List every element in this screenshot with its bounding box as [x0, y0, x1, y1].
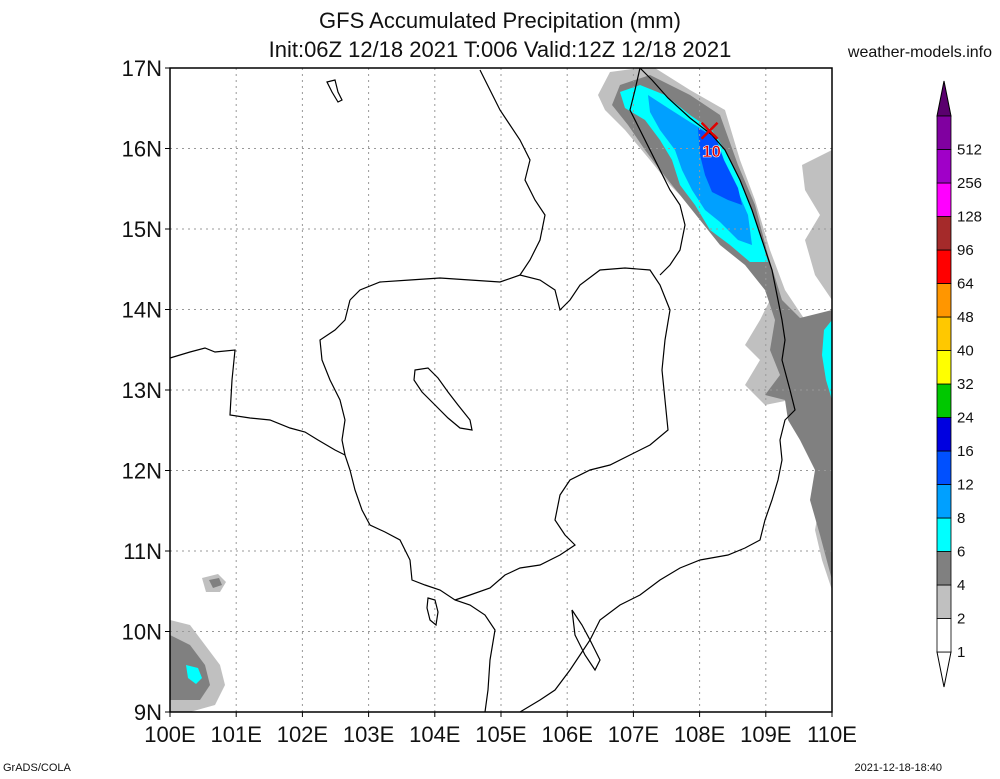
legend-swatch	[936, 484, 952, 519]
lat-lon-grid	[170, 68, 832, 712]
precip-shading	[170, 68, 832, 712]
legend-label: 12	[957, 477, 974, 494]
lon-tick-label: 108E	[674, 722, 725, 747]
lat-tick-label: 13N	[122, 378, 162, 403]
island-phu-quoc	[426, 597, 439, 627]
legend-swatch	[936, 316, 952, 351]
legend-swatch	[936, 618, 952, 653]
lon-tick-label: 107E	[608, 722, 659, 747]
legend-swatch	[936, 149, 952, 184]
lon-tick-label: 105E	[475, 722, 526, 747]
source-site: weather-models.info	[847, 44, 992, 61]
max-precip-marker: 10	[700, 121, 721, 161]
latitude-labels: 17N 16N 15N 14N 13N 12N 11N 10N 9N	[122, 56, 170, 725]
legend-swatch	[936, 182, 952, 217]
legend-swatch	[936, 517, 952, 552]
lake-tonle-sap	[413, 367, 473, 431]
legend-swatch	[936, 350, 952, 385]
legend-label: 40	[957, 343, 974, 360]
legend-label: 48	[957, 309, 974, 326]
legend-label: 6	[957, 544, 965, 561]
border-laos-vietnam	[629, 67, 686, 276]
precip-region-2mm-east	[802, 150, 832, 300]
lon-tick-label: 100E	[144, 722, 195, 747]
precip-region-12mm-ne	[698, 128, 742, 205]
legend-label: 2	[957, 611, 965, 628]
legend-bottom-arrow	[936, 651, 952, 688]
island-north	[326, 79, 343, 103]
lat-tick-label: 14N	[122, 298, 162, 323]
lon-tick-label: 106E	[542, 722, 593, 747]
coastline-thailand-gulf	[169, 347, 496, 713]
border-laos-thailand	[479, 69, 546, 276]
lat-tick-label: 10N	[122, 620, 162, 645]
legend-swatch	[936, 417, 952, 452]
marker-cross	[700, 121, 719, 140]
lat-tick-label: 9N	[134, 700, 162, 725]
legend-label: 32	[957, 376, 974, 393]
lon-tick-label: 101E	[211, 722, 262, 747]
legend-label: 8	[957, 510, 965, 527]
lon-tick-label: 110E	[807, 722, 857, 747]
lat-tick-label: 12N	[122, 459, 162, 484]
border-cambodia	[349, 267, 671, 601]
legend-swatch	[936, 249, 952, 284]
footer-software: GrADS/COLA	[3, 762, 71, 774]
lat-tick-label: 17N	[122, 56, 162, 81]
lat-tick-label: 11N	[123, 539, 162, 564]
lon-tick-label: 104E	[409, 722, 460, 747]
precip-region-4mm-small	[209, 578, 222, 588]
legend-label: 24	[957, 410, 974, 427]
lon-tick-label: 109E	[740, 722, 791, 747]
legend-top-arrow	[936, 80, 952, 117]
legend-label: 128	[957, 209, 982, 226]
coastline-vietnam-east	[519, 67, 796, 713]
legend-label: 256	[957, 175, 982, 192]
precip-region-6mm-east	[822, 320, 832, 400]
precip-region-6mm-sw	[186, 665, 202, 684]
legend-swatch	[936, 283, 952, 318]
map-title: GFS Accumulated Precipitation (mm)	[319, 8, 681, 33]
legend-swatch	[936, 383, 952, 418]
legend-swatch	[936, 115, 952, 150]
map-outlines	[169, 67, 796, 713]
lat-tick-label: 16N	[122, 137, 162, 162]
legend-swatch	[936, 551, 952, 586]
longitude-labels: 100E 101E 102E 103E 104E 105E 106E 107E 108E 109E…	[144, 712, 857, 747]
legend-swatch	[936, 216, 952, 251]
lat-tick-label: 15N	[122, 217, 162, 242]
legend-label: 4	[957, 577, 965, 594]
marker-value: 10	[702, 142, 721, 161]
legend-label: 16	[957, 443, 974, 460]
legend-swatch	[936, 584, 952, 619]
legend-label: 1	[957, 644, 965, 661]
border-cambodia-west	[319, 299, 351, 456]
lon-tick-label: 103E	[343, 722, 394, 747]
legend-label: 64	[957, 276, 974, 293]
map-subtitle: Init:06Z 12/18 2021 T:006 Valid:12Z 12/1…	[268, 37, 732, 62]
legend-swatch	[936, 450, 952, 485]
legend-label: 96	[957, 242, 974, 259]
legend-label: 512	[957, 142, 982, 159]
mekong-delta-islands	[571, 609, 601, 672]
lon-tick-label: 102E	[277, 722, 328, 747]
footer-timestamp: 2021-12-18-18:40	[854, 762, 942, 774]
